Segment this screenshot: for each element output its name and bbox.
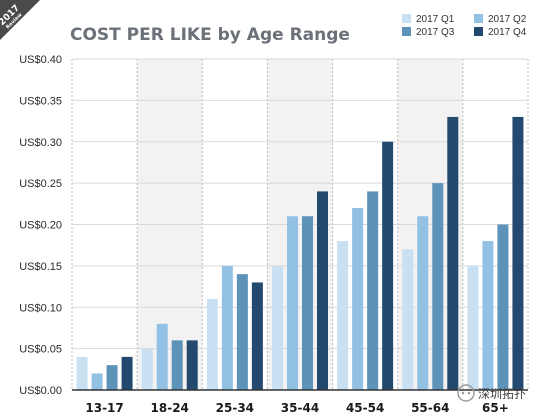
x-category-label: 65+ (482, 401, 509, 415)
bar (382, 141, 394, 390)
x-category-label: 45-54 (346, 401, 384, 415)
watermark-icon (457, 384, 475, 402)
y-tick-label: US$0.30 (19, 137, 62, 149)
x-category-label: 13-17 (85, 401, 123, 415)
legend: 2017 Q1 2017 Q2 2017 Q3 2017 Q4 (402, 14, 527, 38)
y-tick-label: US$0.10 (19, 302, 62, 314)
bar (302, 216, 313, 390)
bar (337, 241, 349, 390)
bar (417, 216, 429, 390)
x-category-label: 55-64 (411, 401, 449, 415)
y-tick-label: US$0.00 (19, 385, 62, 397)
bar (121, 356, 133, 390)
bar (467, 265, 479, 390)
legend-swatch (474, 14, 483, 23)
bar (512, 116, 524, 391)
legend-label: 2017 Q3 (416, 27, 455, 38)
bar (91, 373, 103, 390)
bar (367, 191, 379, 390)
watermark-text: 深圳拓扑 (478, 387, 526, 401)
legend-label: 2017 Q2 (488, 14, 527, 25)
bar (156, 323, 168, 390)
bar (352, 207, 364, 390)
x-category-label: 25-34 (216, 401, 254, 415)
bar (402, 249, 414, 390)
bar (106, 365, 118, 390)
y-tick-label: US$0.15 (19, 261, 62, 273)
bar (236, 274, 248, 390)
x-category-label: 18-24 (151, 401, 189, 415)
y-tick-label: US$0.25 (19, 178, 62, 190)
bar (272, 265, 283, 390)
bar (432, 183, 444, 390)
legend-swatch (474, 27, 483, 36)
y-tick-label: US$0.35 (19, 95, 62, 107)
bar (141, 348, 153, 390)
x-axis-categories: 13-17 18-24 25-34 35-44 45-54 55-64 65+ (85, 401, 508, 415)
bar (186, 340, 198, 390)
y-axis-ticks: US$0.00 US$0.05 US$0.10 US$0.15 US$0.20 US$0.… (19, 54, 62, 397)
bars (76, 116, 524, 391)
bar (76, 356, 88, 390)
bar (221, 265, 233, 390)
legend-swatch (402, 27, 411, 36)
bar (287, 216, 298, 390)
watermark: 深圳拓扑 (457, 384, 526, 402)
bar (171, 340, 183, 390)
legend-label: 2017 Q4 (488, 27, 527, 38)
y-tick-label: US$0.05 (19, 344, 62, 356)
x-category-label: 35-44 (281, 401, 319, 415)
y-tick-label: US$0.40 (19, 54, 62, 66)
chart-title: COST PER LIKE by Age Range (70, 25, 350, 45)
year-review-badge: 2017 Review (0, 0, 40, 40)
bar (317, 191, 328, 390)
y-tick-label: US$0.20 (19, 220, 62, 232)
legend-swatch (402, 14, 411, 23)
bar (482, 241, 494, 390)
bar (447, 116, 459, 391)
bar (497, 224, 509, 390)
bar (251, 282, 263, 390)
legend-label: 2017 Q1 (416, 14, 455, 25)
bar (206, 298, 218, 390)
